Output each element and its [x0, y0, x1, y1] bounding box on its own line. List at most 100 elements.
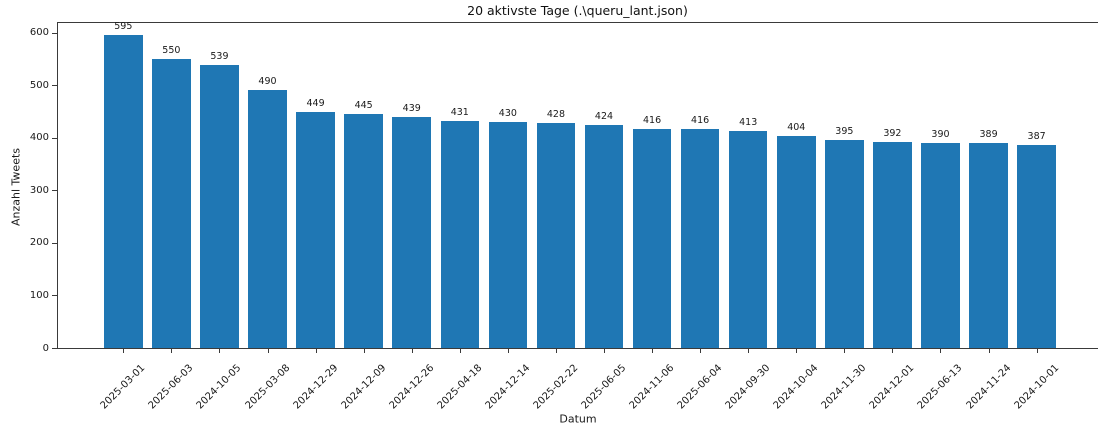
x-tick: [940, 349, 942, 353]
x-tick: [796, 349, 798, 353]
bar-value-label: 404: [787, 121, 806, 133]
x-tick: [363, 349, 365, 353]
bar-value-label: 413: [739, 116, 758, 128]
bar-value-label: 431: [450, 107, 469, 119]
bar-value-label: 595: [114, 21, 133, 33]
x-tick-label: 2024-09-30: [723, 362, 773, 412]
bar-value-label: 439: [402, 103, 421, 115]
x-tick: [411, 349, 413, 353]
x-tick-label: 2024-12-09: [339, 362, 389, 412]
x-tick: [892, 349, 894, 353]
x-tick-label: 2025-06-05: [579, 362, 629, 412]
x-tick: [1036, 349, 1038, 353]
x-tick-label: 2024-11-30: [819, 362, 869, 412]
bar-value-label: 430: [498, 107, 517, 119]
x-tick-label: 2024-10-04: [771, 362, 821, 412]
bar: [632, 129, 672, 348]
bar: [488, 121, 528, 348]
bottom-spine: [57, 348, 1098, 349]
x-tick-label: 2025-02-22: [531, 362, 581, 412]
bar-value-label: 424: [594, 111, 614, 123]
x-tick-label: 2024-12-29: [291, 362, 341, 412]
y-tick: [52, 137, 57, 139]
bar-value-label: 387: [1027, 130, 1046, 142]
y-tick-label: 0: [42, 342, 49, 354]
x-tick: [844, 349, 846, 353]
bar-value-label: 550: [162, 44, 181, 56]
bar: [536, 122, 576, 348]
bar: [825, 140, 864, 348]
bar: [584, 125, 624, 348]
y-tick-label: 400: [29, 132, 49, 144]
x-tick: [507, 349, 509, 353]
bar: [873, 141, 912, 348]
y-tick: [52, 190, 57, 192]
x-tick-label: 2024-12-01: [867, 362, 917, 412]
x-tick: [748, 349, 750, 353]
bar-value-label: 428: [546, 108, 565, 120]
bar: [248, 90, 287, 348]
bar: [680, 129, 720, 348]
bar-value-label: 395: [835, 126, 854, 138]
x-tick: [219, 349, 221, 353]
bar: [440, 121, 480, 348]
x-tick-label: 2025-03-08: [243, 362, 292, 412]
bar: [728, 130, 768, 348]
x-tick-label: 2025-04-18: [435, 362, 485, 412]
bar-value-label: 389: [979, 129, 998, 141]
y-tick: [52, 242, 57, 244]
bar-value-label: 416: [691, 115, 710, 127]
bar: [104, 35, 143, 348]
y-tick-label: 200: [29, 237, 49, 249]
x-tick: [652, 349, 654, 353]
bar-value-label: 449: [306, 97, 325, 109]
x-axis-label: Datum: [559, 412, 597, 426]
bar: [200, 64, 239, 348]
y-tick: [52, 32, 57, 34]
bar: [777, 135, 816, 348]
x-tick-label: 2025-06-03: [146, 362, 196, 412]
x-tick: [315, 349, 317, 353]
x-tick: [123, 349, 125, 353]
x-tick-label: 2024-11-24: [964, 362, 1013, 412]
bar: [152, 58, 191, 348]
x-tick: [604, 349, 605, 353]
y-tick: [52, 295, 57, 297]
chart-title: 20 aktivste Tage (.\queru_lant.json): [467, 3, 688, 18]
x-tick: [988, 349, 990, 353]
bar: [392, 117, 431, 348]
x-tick-label: 2024-10-01: [1012, 362, 1062, 412]
bar-value-label: 539: [210, 50, 229, 62]
bar-value-label: 445: [354, 100, 373, 112]
x-tick-label: 2025-03-01: [98, 362, 148, 412]
bar-value-label: 490: [258, 76, 277, 88]
y-tick-label: 300: [29, 184, 49, 196]
x-tick: [267, 349, 269, 353]
bar: [296, 111, 335, 348]
x-tick: [555, 349, 557, 353]
x-tick-label: 2025-06-13: [916, 362, 965, 412]
bar-value-label: 392: [883, 127, 902, 139]
bar: [1017, 144, 1056, 348]
x-tick-label: 2024-11-06: [627, 362, 677, 412]
bar: [344, 114, 383, 348]
y-tick-label: 100: [29, 289, 49, 301]
x-tick-label: 2024-10-05: [194, 362, 244, 412]
x-tick-label: 2024-12-14: [483, 362, 533, 412]
x-tick: [171, 349, 173, 353]
x-tick-label: 2024-12-26: [387, 362, 437, 412]
y-tick-label: 500: [29, 79, 49, 91]
y-tick: [52, 85, 57, 87]
left-spine: [57, 22, 58, 349]
bar-value-label: 390: [931, 128, 950, 140]
bar: [921, 142, 960, 348]
x-tick: [700, 349, 702, 353]
bar: [969, 143, 1008, 348]
bar-value-label: 416: [642, 115, 662, 127]
top-spine: [57, 22, 1098, 23]
x-tick-label: 2025-06-04: [675, 362, 725, 412]
x-tick: [459, 349, 461, 353]
y-tick-label: 600: [29, 27, 49, 39]
y-tick: [52, 348, 57, 349]
